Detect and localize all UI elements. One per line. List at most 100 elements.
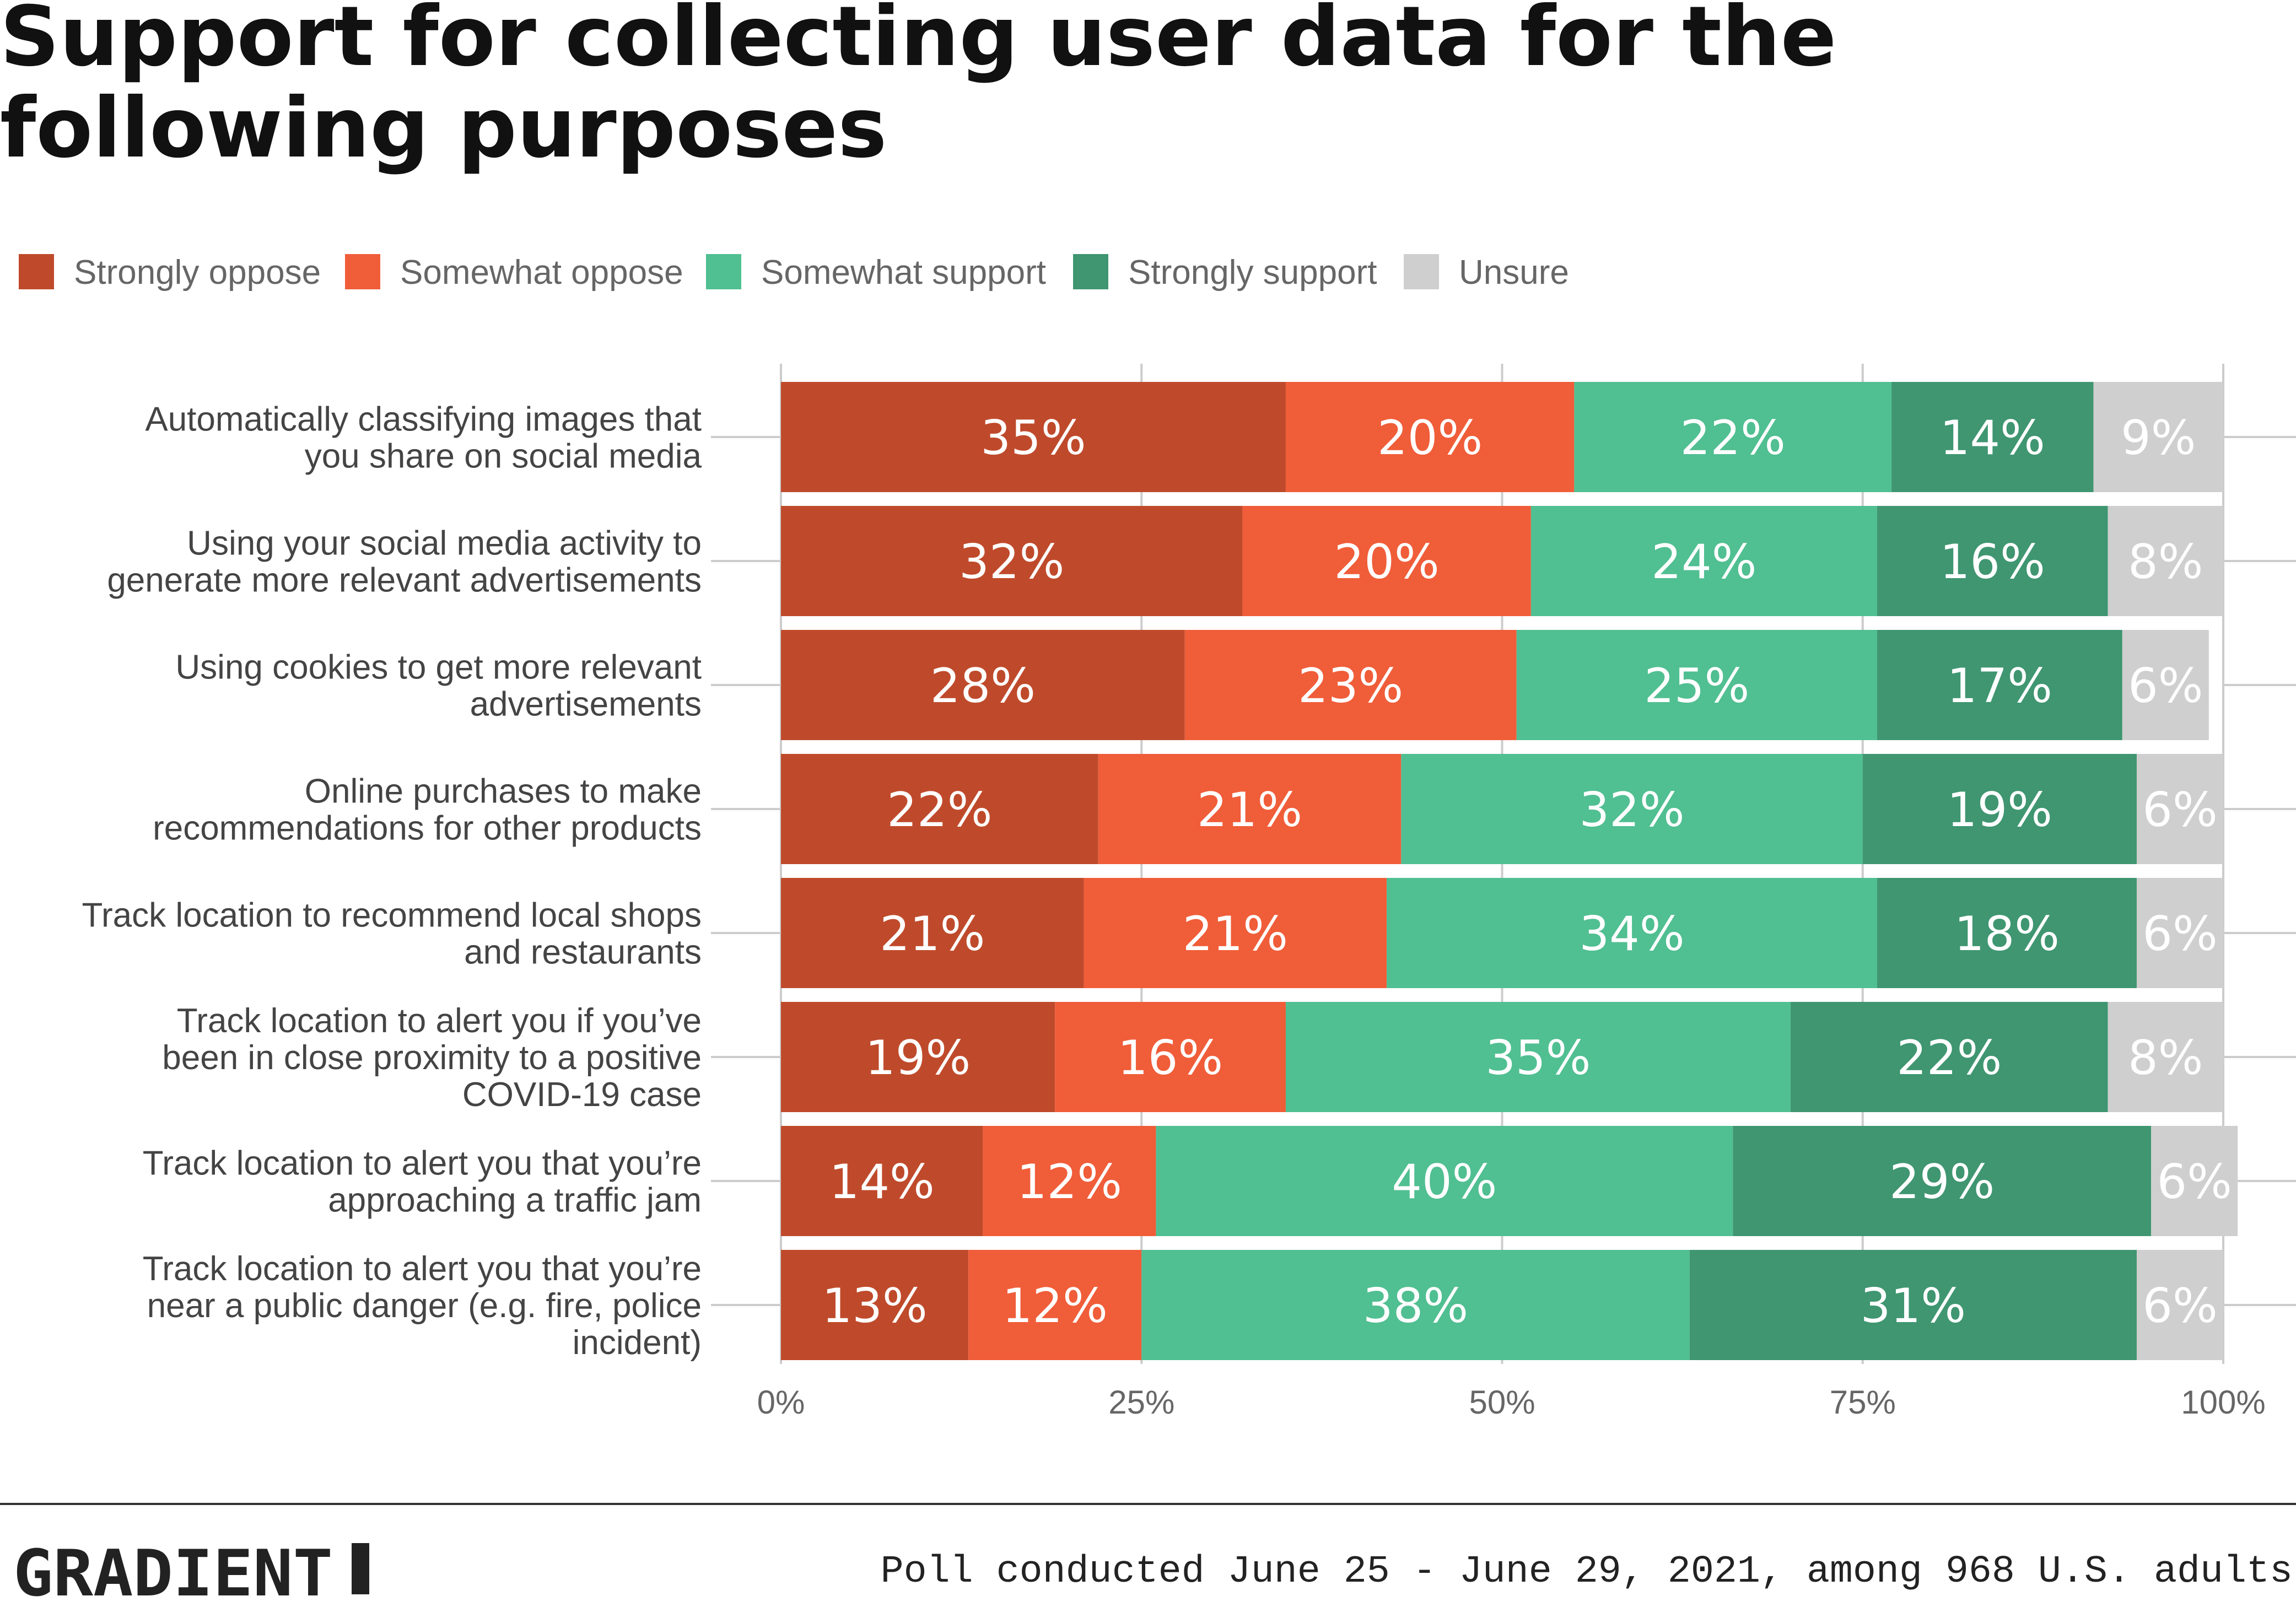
legend-swatch: [1404, 254, 1439, 289]
legend-swatch: [19, 254, 54, 289]
bar-value-label: 21%: [1197, 783, 1302, 838]
legend-label: Somewhat oppose: [400, 254, 683, 292]
bar-value-label: 14%: [829, 1155, 935, 1210]
bar-value-label: 13%: [822, 1279, 928, 1334]
category-label: Using your social media activity to gener…: [107, 525, 702, 600]
bar-segment: [1156, 1126, 1733, 1236]
category-label: Track location to alert you that you’re n…: [143, 1250, 702, 1362]
bar-value-label: 12%: [1017, 1155, 1122, 1210]
bar-segment: [1401, 754, 1863, 864]
bar-value-label: 18%: [1954, 907, 2060, 962]
bars: 35% 20% 22% 14% 9% 32% 20% 24% 16% 8% 28% 23% 25% 17%…: [781, 382, 2238, 1360]
category-label: Online purchases to make recommendations …: [153, 773, 702, 848]
bar-segment: [1689, 1250, 2137, 1360]
bar-segment: [2136, 1250, 2223, 1360]
bar-segment: [781, 506, 1243, 616]
bar-segment: [1877, 506, 2108, 616]
bar-value-label: 32%: [1579, 783, 1684, 838]
bar-segment: [2108, 506, 2223, 616]
bar-value-label: 21%: [880, 907, 985, 962]
bar-value-label: 25%: [1644, 659, 1749, 714]
legend-swatch: [1073, 254, 1108, 289]
bar-segment: [1387, 878, 1877, 988]
bar-value-label: 20%: [1377, 411, 1483, 466]
bar-segment: [1790, 1002, 2108, 1112]
category-label: Track location to recommend local shops a…: [82, 897, 702, 972]
bar-value-label: 19%: [1947, 783, 2052, 838]
bar-segment: [1574, 382, 1892, 492]
x-tick-label: 0%: [757, 1384, 805, 1421]
bar-segment: [1055, 1002, 1286, 1112]
bar-value-label: 23%: [1298, 659, 1403, 714]
bar-value-label: 21%: [1183, 907, 1288, 962]
bar-segment: [1285, 1002, 1791, 1112]
bar-row: 14% 12% 40% 29% 6%: [781, 1126, 2238, 1236]
bar-value-label: 6%: [2142, 783, 2217, 838]
bar-value-label: 19%: [865, 1031, 971, 1086]
bar-segment: [781, 382, 1286, 492]
legend-item: Strongly oppose: [19, 254, 321, 292]
bar-segment: [781, 1002, 1055, 1112]
bar-segment: [1516, 630, 1877, 740]
bar-value-label: 22%: [887, 783, 992, 838]
bar-segment: [1733, 1126, 2152, 1236]
bar-row: 32% 20% 24% 16% 8%: [781, 506, 2223, 616]
bar-value-label: 31%: [1861, 1279, 1966, 1334]
bar-segment: [968, 1250, 1142, 1360]
bar-row: 35% 20% 22% 14% 9%: [781, 382, 2223, 492]
legend: Strongly oppose Somewhat oppose Somewhat s…: [19, 254, 1569, 292]
bar-value-label: 8%: [2128, 1031, 2203, 1086]
bar-value-label: 24%: [1651, 535, 1756, 590]
legend-label: Strongly oppose: [74, 254, 321, 292]
bar-value-label: 6%: [2142, 1279, 2217, 1334]
legend-swatch: [345, 254, 380, 289]
legend-item: Somewhat oppose: [345, 254, 683, 292]
bar-segment: [2151, 1126, 2238, 1236]
logo-block: [352, 1543, 369, 1594]
legend-label: Unsure: [1459, 254, 1569, 292]
bar-segment: [2093, 382, 2223, 492]
poll-note: Poll conducted June 25 - June 29, 2021, …: [881, 1550, 2293, 1594]
legend-swatch: [706, 254, 741, 289]
bar-segment: [781, 754, 1098, 864]
bar-value-label: 17%: [1947, 659, 2052, 714]
title-line: following purposes: [0, 80, 887, 176]
bar-segment: [781, 1126, 983, 1236]
bar-value-label: 29%: [1889, 1155, 1995, 1210]
category-labels: Automatically classifying images that you…: [82, 401, 702, 1362]
bar-value-label: 9%: [2121, 411, 2196, 466]
title-line: Support for collecting user data for the: [0, 0, 1836, 85]
bar-segment: [2108, 1002, 2223, 1112]
bar-value-label: 6%: [2157, 1155, 2232, 1210]
bar-segment: [2122, 630, 2209, 740]
bar-segment: [1877, 878, 2137, 988]
x-tick-label: 100%: [2181, 1384, 2265, 1421]
bar-value-label: 35%: [1485, 1031, 1591, 1086]
bar-value-label: 12%: [1003, 1279, 1108, 1334]
bar-segment: [781, 878, 1084, 988]
bar-segment: [1098, 754, 1402, 864]
bar-value-label: 6%: [2128, 659, 2203, 714]
legend-label: Strongly support: [1128, 254, 1377, 292]
bar-value-label: 16%: [1940, 535, 2045, 590]
bar-value-label: 16%: [1118, 1031, 1223, 1086]
x-tick-label: 50%: [1469, 1384, 1535, 1421]
bar-segment: [1141, 1250, 1690, 1360]
gradient-logo: GRADIENT: [13, 1536, 369, 1607]
bar-value-label: 20%: [1334, 535, 1440, 590]
bar-value-label: 8%: [2128, 535, 2203, 590]
chart-title: Support for collecting user data for the…: [0, 0, 1836, 176]
bar-row: 19% 16% 35% 22% 8%: [781, 1002, 2223, 1112]
category-label: Automatically classifying images that you…: [145, 401, 702, 476]
bar-segment: [2136, 878, 2223, 988]
bar-value-label: 6%: [2142, 907, 2217, 962]
bar-segment: [1530, 506, 1877, 616]
bar-segment: [1184, 630, 1517, 740]
bar-row: 13% 12% 38% 31% 6%: [781, 1250, 2223, 1360]
bar-segment: [2136, 754, 2223, 864]
category-label: Using cookies to get more relevant advert…: [175, 649, 702, 724]
bar-value-label: 22%: [1680, 411, 1786, 466]
legend-item: Strongly support: [1073, 254, 1377, 292]
category-label: Track location to alert you that you’re a…: [143, 1145, 702, 1220]
legend-item: Unsure: [1404, 254, 1569, 292]
